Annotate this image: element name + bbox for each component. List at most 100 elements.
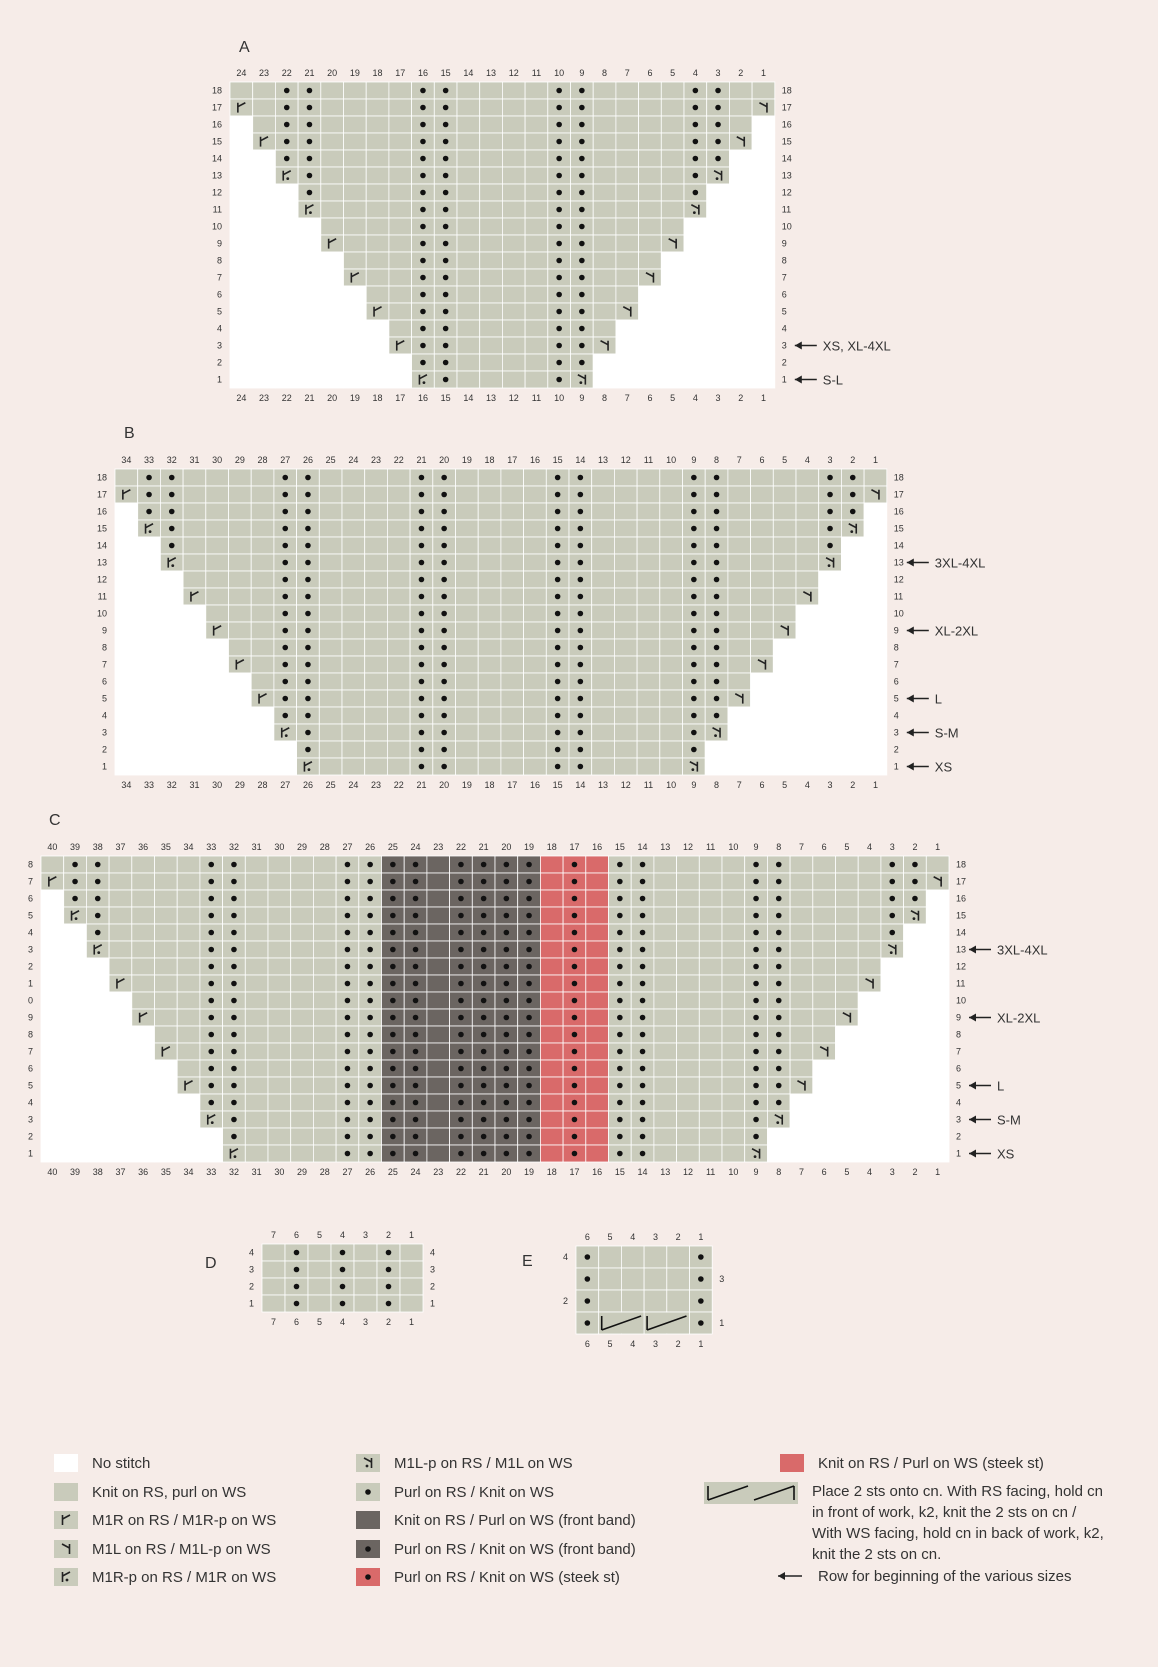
- stitch-cell: [40, 1093, 65, 1112]
- stitch-cell: [365, 200, 390, 219]
- stitch-cell: [267, 940, 292, 959]
- column-number-bottom: 21: [416, 780, 426, 790]
- stitch-cell: [636, 502, 661, 521]
- column-number-bottom: 4: [867, 1167, 872, 1177]
- purl-dot: [344, 1150, 351, 1157]
- stitch-cell: [131, 1110, 155, 1129]
- purl-dot: [480, 1082, 487, 1089]
- stitch-cell: [63, 1076, 87, 1095]
- column-number-top: 30: [212, 455, 222, 465]
- purl-dot: [526, 1150, 532, 1157]
- stitch-cell: [114, 519, 139, 538]
- stitch-cell: [653, 1127, 678, 1146]
- stitch-cell: [456, 115, 481, 134]
- stitch-cell: [614, 485, 638, 504]
- stitch-cell: [659, 740, 683, 759]
- stitch-cell: [228, 536, 252, 555]
- purl-dot: [554, 644, 561, 651]
- purl-dot: [639, 1099, 646, 1106]
- purl-dot: [912, 895, 918, 902]
- purl-dot: [753, 1014, 759, 1021]
- purl-dot: [442, 308, 449, 315]
- row-number-left: 8: [217, 256, 222, 266]
- stitch-cell: [320, 319, 344, 338]
- stitch-cell: [841, 757, 865, 776]
- column-number-top: 21: [479, 842, 489, 852]
- stitch-cell: [343, 132, 367, 151]
- stitch-cell: [40, 1059, 65, 1078]
- row-number-right: 6: [956, 1064, 961, 1074]
- stitch-cell: [615, 149, 640, 168]
- column-numbers: 4040393938383737363635353434333332323131…: [47, 842, 940, 1177]
- stitch-cell: [772, 604, 797, 623]
- column-number-top: 17: [507, 455, 517, 465]
- stitch-cell: [426, 1059, 450, 1078]
- stitch-cell: [500, 570, 524, 589]
- purl-dot: [458, 1099, 464, 1106]
- row-number-right: 8: [782, 256, 787, 266]
- stitch-cell: [341, 638, 366, 657]
- m1r-p-symbol: [167, 557, 177, 568]
- stitch-cell: [114, 587, 139, 606]
- m1r-symbol: [48, 876, 57, 887]
- stitch-cell: [585, 940, 609, 959]
- purl-dot: [442, 138, 449, 145]
- purl-dot: [556, 155, 562, 162]
- purl-dot: [441, 746, 447, 753]
- column-number-top: 20: [501, 842, 511, 852]
- stitch-cell: [154, 923, 178, 942]
- stitch-cell: [228, 621, 252, 640]
- size-marker: S-M: [906, 726, 959, 741]
- purl-dot: [344, 997, 351, 1004]
- stitch-cell: [386, 604, 411, 623]
- column-number-top: 8: [714, 455, 719, 465]
- purl-dot: [775, 861, 782, 868]
- stitch-cell: [524, 115, 549, 134]
- m1l-p-symbol: [848, 523, 858, 534]
- stitch-cell: [925, 923, 950, 942]
- purl-dot: [208, 1082, 215, 1089]
- purl-dot: [442, 189, 449, 196]
- column-number-top: 4: [867, 842, 872, 852]
- purl-dot: [441, 712, 447, 719]
- purl-dot: [713, 712, 720, 719]
- stitch-cell: [205, 621, 229, 640]
- purl-dot: [458, 1133, 464, 1140]
- purl-dot: [367, 912, 373, 919]
- stitch-cell: [857, 1042, 882, 1061]
- purl-dot: [168, 525, 175, 532]
- stitch-cell: [721, 872, 746, 891]
- purl-dot: [208, 861, 215, 868]
- stitch-cell: [523, 655, 547, 674]
- purl-dot: [168, 491, 175, 498]
- stitch-cell: [585, 855, 609, 874]
- stitch-cell: [108, 974, 133, 993]
- purl-dot: [571, 1065, 578, 1072]
- purl-dot: [458, 1031, 464, 1038]
- stitch-cell: [318, 519, 343, 538]
- stitch-cell: [659, 655, 683, 674]
- stitch-cell: [320, 353, 344, 372]
- stitch-cell: [182, 519, 207, 538]
- stitch-cell: [676, 1059, 700, 1078]
- stitch-cell: [592, 115, 617, 134]
- stitch-cell: [841, 672, 865, 691]
- column-number-top: 6: [759, 455, 764, 465]
- stitch-cell: [653, 991, 678, 1010]
- purl-dot: [617, 980, 623, 987]
- stitch-cell: [312, 923, 337, 942]
- stitch-cell: [252, 217, 276, 236]
- stitch-cell: [312, 974, 337, 993]
- stitch-cell: [501, 200, 526, 219]
- stitch-cell: [131, 889, 155, 908]
- stitch-cell: [659, 723, 683, 742]
- stitch-cell: [477, 485, 502, 504]
- stitch-cell: [343, 200, 367, 219]
- stitch-cell: [835, 991, 859, 1010]
- purl-dot: [526, 1065, 532, 1072]
- stitch-cell: [750, 553, 774, 572]
- stitch-cell: [108, 1144, 133, 1163]
- purl-dot: [412, 1099, 419, 1106]
- purl-dot: [713, 491, 720, 498]
